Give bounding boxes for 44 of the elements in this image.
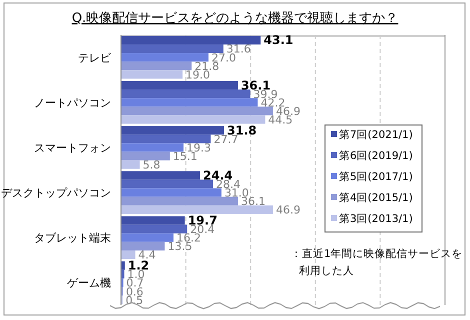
y-tick-label: テレビ (78, 51, 112, 64)
legend-label: 第6回(2019/1) (339, 150, 413, 162)
bar (121, 171, 200, 180)
chart-title: Q.映像配信サービスをどのような機器で視聴しますか？ (72, 11, 398, 26)
y-tick-label: デスクトップパソコン (1, 186, 111, 200)
bar (121, 160, 140, 169)
legend-label: 第5回(2017/1) (339, 171, 413, 183)
bar (121, 224, 188, 234)
bar (121, 233, 174, 242)
bar (121, 205, 273, 214)
y-tick-label: スマートフォン (34, 141, 111, 154)
legend-label: 第4回(2015/1) (339, 192, 413, 204)
bar (121, 80, 238, 90)
bar (121, 152, 170, 160)
legend-label: 第3回(2013/1) (339, 213, 413, 225)
data-label: 15.1 (172, 150, 198, 164)
y-tick-label: タブレット端末 (34, 232, 111, 245)
bar (121, 36, 261, 44)
bar (121, 53, 208, 62)
bar (121, 126, 224, 135)
bar (121, 106, 273, 116)
y-tick-label: ゲーム機 (67, 276, 111, 290)
bar (121, 143, 184, 152)
data-label: 46.9 (276, 204, 300, 217)
bar (121, 216, 185, 225)
y-tick-label: ノートパソコン (34, 96, 111, 110)
bar (121, 62, 192, 70)
data-label: 44.5 (268, 114, 293, 127)
bar (121, 250, 136, 260)
bar (121, 134, 211, 144)
bar (121, 44, 224, 54)
bar (121, 180, 214, 188)
data-label: 43.1 (264, 33, 294, 48)
bar (121, 90, 250, 98)
bar (121, 70, 183, 79)
bar (121, 115, 266, 124)
bar (121, 196, 238, 206)
legend-label: 第7回(2021/1) (339, 129, 413, 141)
annotation: ：直近1年間に映像配信サービスを利用した人 (291, 247, 463, 277)
bar (121, 98, 258, 107)
bar (121, 242, 165, 250)
data-label: 5.8 (142, 158, 160, 172)
bar (121, 188, 222, 197)
data-label: 4.4 (138, 248, 156, 262)
